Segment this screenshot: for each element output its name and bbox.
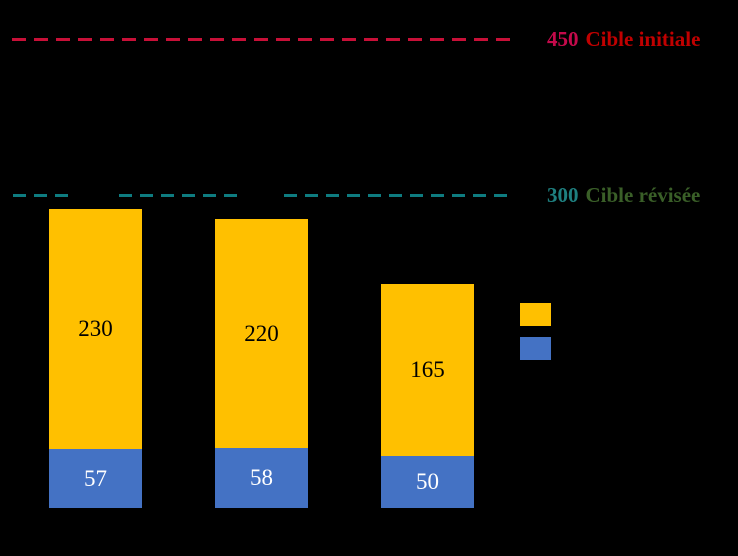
target-revised-text: Cible révisée (585, 183, 701, 207)
target-initial-text: Cible initiale (585, 27, 701, 51)
target-revised-dashed-line-segment-3 (284, 194, 513, 197)
bar-1-yellow-value-label: 230 (78, 316, 113, 341)
target-revised-dashed-line-segment-1 (13, 194, 75, 197)
legend-swatch-yellow (520, 303, 551, 326)
bar-1-blue-value-label: 57 (84, 465, 107, 491)
target-revised-value: 300 (547, 183, 579, 207)
target-initial-value: 450 (547, 27, 579, 51)
bar-1-yellow-segment: 230 (49, 209, 142, 449)
bar-2-yellow-value-label: 220 (244, 320, 279, 346)
target-revised-dashed-line-segment-2 (119, 194, 241, 197)
bar-2-blue-segment: 58 (215, 448, 308, 508)
bar-2-yellow-segment: 220 (215, 219, 308, 448)
target-revised-label: 300 Cible révisée (547, 182, 700, 208)
bar-3-yellow-value-label: 165 (410, 357, 445, 382)
legend-swatch-blue (520, 337, 551, 360)
bar-3-blue-segment: 50 (381, 456, 474, 508)
bar-3-yellow-segment: 165 (381, 284, 474, 456)
bar-2-blue-value-label: 58 (250, 465, 273, 490)
bar-1-blue-segment: 57 (49, 449, 142, 508)
target-initial-label: 450 Cible initiale (547, 26, 700, 52)
bar-3-blue-value-label: 50 (416, 469, 439, 494)
target-initial-dashed-line (12, 38, 510, 41)
